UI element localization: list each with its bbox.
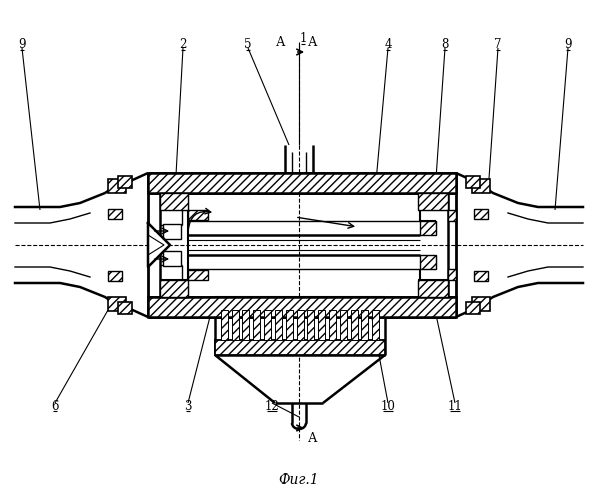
Text: 7: 7 (495, 38, 502, 52)
Text: 9: 9 (565, 38, 572, 52)
Bar (163, 224, 181, 239)
Text: 5: 5 (244, 38, 252, 52)
Bar (472, 297, 490, 311)
Bar (474, 209, 488, 219)
Bar (474, 271, 488, 281)
Bar (108, 271, 122, 281)
Bar (472, 179, 490, 193)
Bar (318, 310, 325, 340)
Bar (420, 255, 436, 269)
Text: 4: 4 (385, 38, 392, 52)
Text: 8: 8 (441, 38, 448, 52)
Bar (372, 310, 379, 340)
Bar (297, 310, 304, 340)
Bar (188, 270, 208, 280)
Bar (448, 210, 456, 221)
Bar (361, 310, 368, 340)
Bar (118, 176, 132, 188)
Text: А: А (308, 432, 318, 445)
Bar (148, 173, 456, 193)
Bar (163, 251, 181, 266)
Text: 1: 1 (300, 32, 307, 46)
Text: А: А (276, 36, 286, 49)
Bar (108, 209, 122, 219)
Bar (448, 269, 456, 280)
Text: 2: 2 (179, 38, 187, 52)
Bar (148, 297, 456, 317)
Text: 11: 11 (448, 400, 462, 412)
Bar (350, 310, 358, 340)
Text: 6: 6 (51, 400, 59, 412)
Bar (466, 176, 480, 188)
Bar (160, 193, 188, 210)
Bar (242, 310, 249, 340)
Text: А: А (308, 36, 318, 49)
Bar (329, 310, 336, 340)
Bar (307, 310, 315, 340)
Bar (340, 310, 347, 340)
Bar (108, 297, 126, 311)
Bar (275, 310, 282, 340)
Bar (264, 310, 271, 340)
Bar (108, 179, 126, 193)
Bar (160, 280, 188, 297)
Bar (118, 302, 132, 314)
Text: Фиг.1: Фиг.1 (279, 473, 319, 487)
Bar (253, 310, 260, 340)
Bar (418, 280, 448, 297)
Polygon shape (148, 223, 170, 267)
Bar (221, 310, 228, 340)
Bar (420, 221, 436, 235)
Text: 10: 10 (380, 400, 395, 412)
Bar (466, 302, 480, 314)
Text: 3: 3 (184, 400, 192, 412)
Bar (231, 310, 239, 340)
Bar (215, 340, 385, 355)
Bar (188, 210, 208, 220)
Bar (286, 310, 292, 340)
Text: 12: 12 (265, 400, 279, 412)
Text: 9: 9 (19, 38, 26, 52)
Bar (418, 193, 448, 210)
